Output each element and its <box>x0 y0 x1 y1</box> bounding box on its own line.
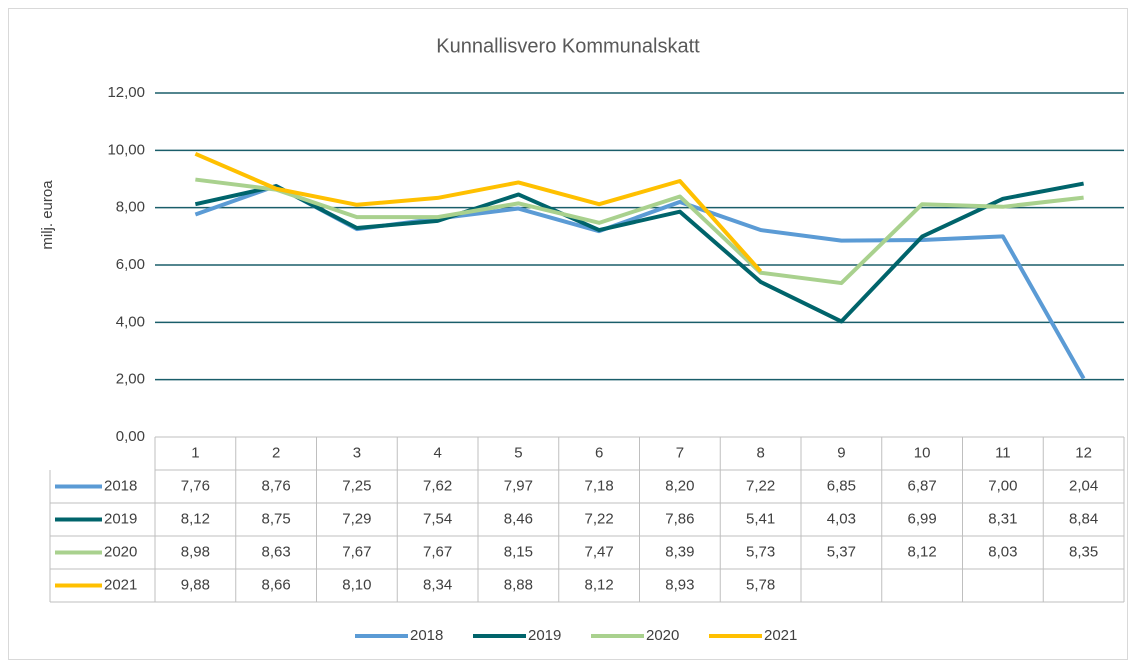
x-tick-label: 8 <box>756 444 764 461</box>
data-line <box>194 181 1084 324</box>
x-tick-label: 4 <box>433 444 441 461</box>
table-series-name: 2021 <box>104 576 137 593</box>
table-value: 8,35 <box>1069 543 1098 560</box>
table-value: 7,97 <box>504 477 533 494</box>
table-value: 7,47 <box>585 543 614 560</box>
table-value: 8,39 <box>665 543 694 560</box>
x-tick-label: 1 <box>191 444 199 461</box>
y-axis-label: milj. euroa <box>39 180 56 250</box>
y-tick-label: 2,00 <box>116 371 145 388</box>
chart-border <box>8 8 1128 660</box>
x-tick-label: 6 <box>595 444 603 461</box>
table-value: 7,86 <box>665 510 694 527</box>
table-value: 8,46 <box>504 510 533 527</box>
table-value: 8,63 <box>262 543 291 560</box>
table-value: 8,76 <box>262 477 291 494</box>
y-tick-label: 4,00 <box>116 313 145 330</box>
legend-label: 2018 <box>410 627 443 644</box>
table-value: 7,18 <box>585 477 614 494</box>
table-value: 8,93 <box>665 576 694 593</box>
table-value: 7,67 <box>423 543 452 560</box>
table-value: 8,12 <box>585 576 614 593</box>
table-value: 7,00 <box>988 477 1017 494</box>
table-value: 8,03 <box>988 543 1017 560</box>
table-value: 5,78 <box>746 576 775 593</box>
table-series-name: 2018 <box>104 477 137 494</box>
table-value: 8,75 <box>262 510 291 527</box>
table-value: 7,62 <box>423 477 452 494</box>
x-tick-label: 7 <box>676 444 684 461</box>
table-value: 7,22 <box>585 510 614 527</box>
table-value: 8,98 <box>181 543 210 560</box>
table-value: 8,66 <box>262 576 291 593</box>
table-value: 5,73 <box>746 543 775 560</box>
table-value: 7,25 <box>342 477 371 494</box>
table-value: 7,29 <box>342 510 371 527</box>
x-tick-label: 12 <box>1075 444 1092 461</box>
y-tick-label: 0,00 <box>116 428 145 445</box>
legend-label: 2021 <box>764 627 797 644</box>
table-value: 8,34 <box>423 576 452 593</box>
chart-title: Kunnallisvero Kommunalskatt <box>436 35 700 57</box>
x-tick-label: 2 <box>272 444 280 461</box>
table-value: 2,04 <box>1069 477 1098 494</box>
table-value: 6,87 <box>908 477 937 494</box>
table-value: 5,41 <box>746 510 775 527</box>
table-value: 7,67 <box>342 543 371 560</box>
table-series-name: 2020 <box>104 543 137 560</box>
x-tick-label: 9 <box>837 444 845 461</box>
x-tick-label: 10 <box>914 444 931 461</box>
y-tick-label: 10,00 <box>107 141 145 158</box>
table-value: 8,88 <box>504 576 533 593</box>
legend-label: 2020 <box>646 627 679 644</box>
legend-label: 2019 <box>528 627 561 644</box>
y-tick-label: 8,00 <box>116 199 145 216</box>
table-value: 8,31 <box>988 510 1017 527</box>
table-value: 8,84 <box>1069 510 1098 527</box>
table-value: 5,37 <box>827 543 856 560</box>
data-line <box>194 151 763 273</box>
table-value: 8,10 <box>342 576 371 593</box>
table-value: 8,12 <box>908 543 937 560</box>
table-value: 8,20 <box>665 477 694 494</box>
table-value: 7,76 <box>181 477 210 494</box>
table-value: 6,85 <box>827 477 856 494</box>
x-tick-label: 3 <box>353 444 361 461</box>
table-value: 4,03 <box>827 510 856 527</box>
table-value: 8,15 <box>504 543 533 560</box>
data-line <box>195 177 1084 286</box>
table-value: 8,12 <box>181 510 210 527</box>
table-value: 7,22 <box>746 477 775 494</box>
table-value: 6,99 <box>908 510 937 527</box>
x-tick-label: 5 <box>514 444 522 461</box>
table-value: 9,88 <box>181 576 210 593</box>
y-tick-label: 12,00 <box>107 84 145 101</box>
table-value: 7,54 <box>423 510 452 527</box>
table-series-name: 2019 <box>104 510 137 527</box>
x-tick-label: 11 <box>995 444 1011 461</box>
y-tick-label: 6,00 <box>116 256 145 273</box>
